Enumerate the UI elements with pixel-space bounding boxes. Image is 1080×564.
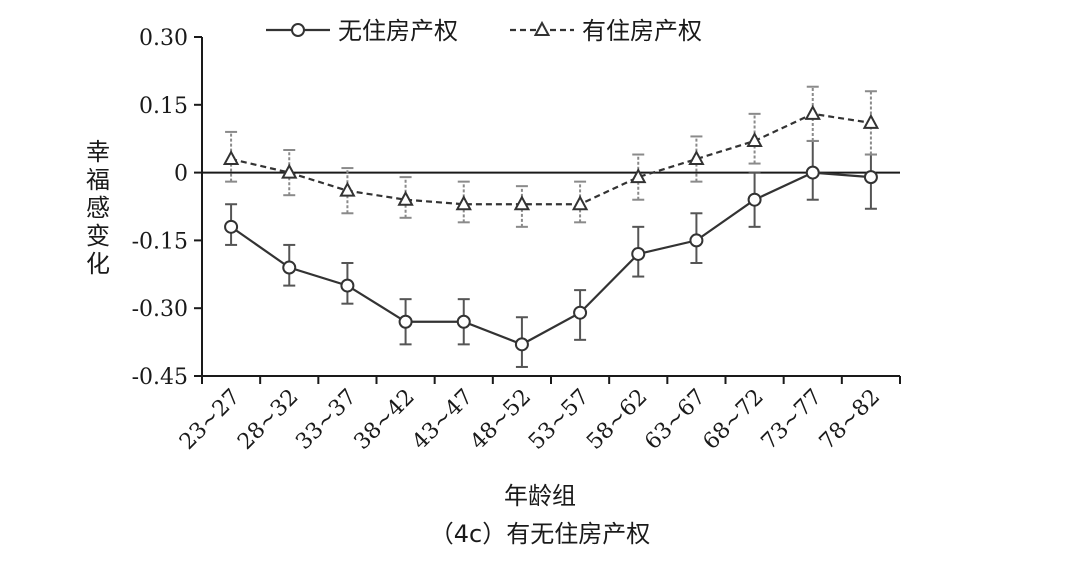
x-tick-label: 53~57 [524,385,594,455]
data-point [224,219,239,234]
x-tick-label: 68~72 [699,385,769,455]
legend-label: 有住房产权 [582,17,702,45]
data-point [397,190,414,206]
data-point [631,246,646,261]
x-tick-label: 28~32 [233,385,303,455]
x-tick-label: 48~52 [466,385,536,455]
legend-item: 无住房产权 [266,17,458,45]
data-point [398,314,413,329]
data-point [805,165,820,180]
y-tick-label: 0 [174,162,188,187]
legend: 无住房产权 有住房产权 [266,17,702,45]
x-tick-label: 23~27 [175,385,245,455]
series-no-property [224,139,878,368]
data-point [513,195,531,211]
data-point [747,192,762,207]
data-point [862,113,880,129]
x-tick-label: 33~37 [291,385,361,455]
x-tick-label: 38~42 [350,385,420,455]
data-point [573,305,588,320]
series-line [230,112,872,206]
series-layer [222,85,880,368]
data-point [630,168,647,184]
data-point [804,104,821,120]
y-tick-label: -0.15 [132,229,188,254]
series-line [230,171,872,346]
y-axis-label-char: 幸 [86,138,110,166]
series-with-property [222,85,880,228]
x-tick-label: 78~82 [815,385,885,455]
data-point [339,181,356,197]
axes: 0.30 0.15 0 -0.15 -0.30 -0.4523~2728~3233~373… [132,26,901,455]
data-point [456,314,471,329]
legend-marker-circle [291,23,305,37]
data-point [222,149,240,166]
data-point [514,337,529,352]
data-point [282,260,297,275]
y-axis-label-char: 福 [86,166,110,194]
y-tick-label: -0.30 [132,297,188,322]
data-point [688,149,705,166]
data-point [863,170,878,185]
data-point [689,233,704,248]
x-tick-label: 73~77 [757,385,827,455]
y-tick-label: 0.15 [139,94,188,119]
x-tick-label: 43~47 [408,385,478,455]
y-axis-label-char: 化 [86,250,110,278]
data-point [340,278,355,293]
data-point [571,195,589,211]
figure-caption: （4c）有无住房产权 [429,520,651,548]
y-tick-label: -0.45 [132,365,188,390]
x-axis-label: 年龄组 [504,482,576,510]
data-point [455,195,472,211]
x-tick-label: 58~62 [582,385,652,455]
y-tick-label: 0.30 [139,26,188,51]
legend-item: 有住房产权 [510,17,702,45]
data-point [746,131,763,147]
legend-label: 无住房产权 [338,17,458,45]
x-tick-label: 63~67 [640,385,710,455]
data-point [281,163,298,179]
y-axis-label-char: 变 [86,222,110,250]
legend-marker-triangle [533,20,551,36]
y-axis-label-char: 感 [86,194,110,222]
